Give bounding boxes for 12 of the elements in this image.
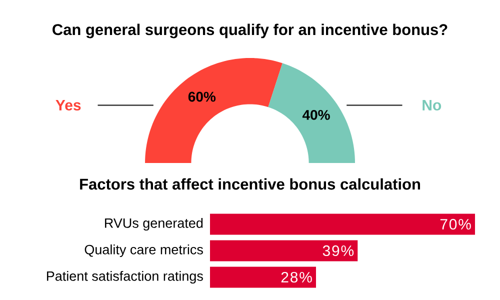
slice-label: No: [422, 100, 442, 110]
y-tick-label: Quality care metrics: [84, 244, 203, 258]
y-tick-label: RVUs generated: [105, 218, 203, 231]
data-label: 60%: [188, 92, 216, 102]
data-label: 39%: [322, 245, 354, 256]
slice-label: Yes: [56, 100, 81, 110]
y-tick-label: Patient satisfaction ratings: [46, 270, 203, 284]
data-label: 40%: [302, 110, 330, 120]
chart-title: Can general surgeons qualify for an incentive bonus?: [52, 24, 448, 38]
chart-title: Factors that affect incentive bonus calculation: [80, 178, 420, 190]
data-label: 28%: [281, 272, 312, 283]
data-label: 70%: [440, 218, 471, 230]
